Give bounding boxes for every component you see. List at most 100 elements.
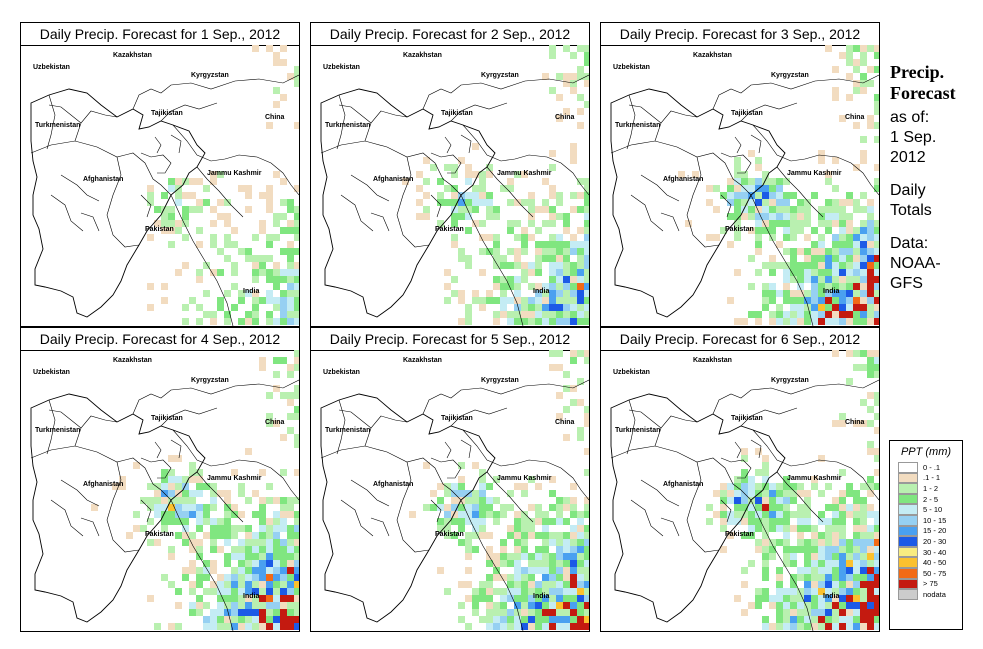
precip-cell	[741, 518, 748, 525]
country-label: China	[845, 114, 865, 121]
precip-cell	[577, 255, 584, 262]
precip-cell	[294, 602, 299, 609]
precip-cell	[280, 609, 287, 616]
precip-cell	[528, 588, 535, 595]
precip-cell	[818, 311, 825, 318]
precip-cell	[839, 297, 846, 304]
precip-cell	[832, 255, 839, 262]
precip-cell	[507, 504, 514, 511]
precip-cell	[273, 213, 280, 220]
precip-cell	[416, 199, 423, 206]
precip-cell	[804, 234, 811, 241]
precip-cell	[168, 469, 175, 476]
precip-cell	[273, 616, 280, 623]
precip-cell	[762, 304, 769, 311]
precip-cell	[444, 525, 451, 532]
precip-cell	[874, 220, 879, 227]
precip-cell	[734, 490, 741, 497]
precip-cell	[839, 290, 846, 297]
country-label: Afghanistan	[373, 481, 413, 488]
precip-cell	[486, 290, 493, 297]
precip-cell	[245, 311, 252, 318]
precip-cell	[203, 262, 210, 269]
precip-cell	[231, 504, 238, 511]
border-line	[370, 212, 390, 232]
precip-cell	[542, 532, 549, 539]
precip-cell	[273, 511, 280, 518]
precip-cell	[563, 45, 570, 52]
precip-cell	[867, 595, 874, 602]
precip-cell	[853, 206, 860, 213]
precip-cell	[790, 497, 797, 504]
border-line	[172, 429, 299, 501]
border-line	[364, 415, 408, 447]
precip-cell	[294, 283, 299, 290]
precip-cell	[245, 546, 252, 553]
border-line	[196, 471, 244, 523]
precip-cell	[486, 602, 493, 609]
precip-cell	[259, 364, 266, 371]
precip-cell	[584, 234, 589, 241]
precip-cell	[846, 220, 853, 227]
precip-cell	[762, 518, 769, 525]
country-label: Kazakhstan	[113, 52, 152, 59]
precip-cell	[570, 73, 577, 80]
country-label: Kazakhstan	[403, 357, 442, 364]
precip-cell	[479, 476, 486, 483]
precip-cell	[762, 567, 769, 574]
precip-cell	[196, 602, 203, 609]
precip-cell	[451, 497, 458, 504]
precip-cell	[500, 304, 507, 311]
precip-cell	[147, 192, 154, 199]
precip-cell	[577, 122, 584, 129]
precip-cell	[762, 588, 769, 595]
precip-cell	[755, 483, 762, 490]
precip-cell	[507, 185, 514, 192]
precip-cell	[266, 581, 273, 588]
precip-cell	[790, 560, 797, 567]
precip-cell	[549, 283, 556, 290]
precip-cell	[874, 276, 879, 283]
precip-cell	[451, 241, 458, 248]
precip-cell	[846, 276, 853, 283]
precip-cell	[769, 483, 776, 490]
precip-cell	[797, 206, 804, 213]
precip-cell	[280, 539, 287, 546]
precip-cell	[825, 262, 832, 269]
precip-cell	[563, 434, 570, 441]
precip-cell	[287, 553, 294, 560]
precip-cell	[556, 311, 563, 318]
precip-cell	[224, 290, 231, 297]
precip-cell	[231, 227, 238, 234]
precip-cell	[266, 413, 273, 420]
precip-cell	[748, 504, 755, 511]
precip-cell	[846, 553, 853, 560]
precip-cell	[797, 616, 804, 623]
precip-cell	[804, 560, 811, 567]
precip-cell	[755, 213, 762, 220]
precip-cell	[748, 525, 755, 532]
precip-cell	[755, 602, 762, 609]
precip-cell	[521, 269, 528, 276]
precip-cell	[762, 539, 769, 546]
precip-cell	[217, 171, 224, 178]
precip-cell	[776, 311, 783, 318]
precip-cell	[570, 497, 577, 504]
precip-cell	[825, 283, 832, 290]
precip-cell	[846, 581, 853, 588]
precip-cell	[825, 311, 832, 318]
precip-cell	[755, 248, 762, 255]
precip-cell	[839, 609, 846, 616]
precip-cell	[402, 178, 409, 185]
precip-cell	[451, 483, 458, 490]
precip-cell	[259, 255, 266, 262]
precip-cell	[867, 567, 874, 574]
precip-cell	[203, 560, 210, 567]
precip-cell	[514, 560, 521, 567]
precip-cell	[549, 311, 556, 318]
precip-cell	[839, 283, 846, 290]
precip-cell	[280, 588, 287, 595]
precip-cell	[451, 532, 458, 539]
precip-cell	[294, 350, 299, 357]
precip-cell	[755, 269, 762, 276]
